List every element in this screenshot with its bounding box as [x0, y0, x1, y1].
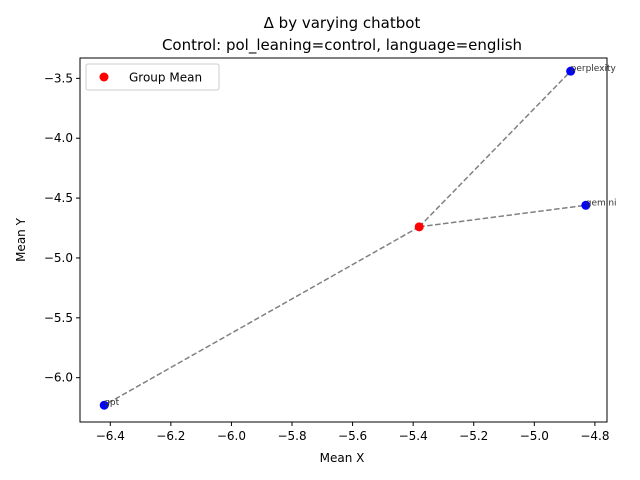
y-tick-label: −4.0 — [44, 131, 73, 145]
legend: Group Mean — [85, 63, 220, 91]
y-tick-label: −5.5 — [44, 311, 73, 325]
y-tick-label: −3.5 — [44, 71, 73, 85]
point-group-mean — [414, 222, 424, 232]
point-label-perplexity: perplexity — [571, 64, 617, 74]
x-tick-label: −5.4 — [399, 429, 428, 443]
point-gemini — [581, 200, 591, 210]
chart-title: Δ by varying chatbot — [264, 14, 421, 32]
x-tick-label: −5.8 — [277, 429, 306, 443]
legend-box — [85, 63, 220, 91]
x-tick-label: −6.2 — [156, 429, 185, 443]
x-axis-label: Mean X — [320, 451, 365, 465]
connector-lines — [103, 70, 586, 406]
x-tick-label: −5.6 — [338, 429, 367, 443]
data-points — [99, 66, 591, 410]
y-axis-ticks: −6.0 −5.5 −5.0 −4.5 −4.0 −3.5 — [44, 71, 80, 385]
y-tick-label: −5.0 — [44, 251, 73, 265]
connector-perplexity — [418, 70, 572, 228]
point-labels: perplexity gemini gpt — [104, 64, 616, 408]
point-label-gemini: gemini — [586, 198, 617, 208]
x-tick-label: −6.4 — [96, 429, 125, 443]
y-axis-label: Mean Y — [14, 217, 28, 262]
point-label-gpt: gpt — [104, 398, 119, 408]
legend-marker — [99, 72, 109, 82]
x-tick-label: −6.0 — [217, 429, 246, 443]
x-tick-label: −5.2 — [459, 429, 488, 443]
point-perplexity — [566, 66, 576, 76]
x-axis-ticks: −6.4 −6.2 −6.0 −5.8 −5.6 −5.4 −5.2 −5.0 −4.8 — [96, 422, 609, 443]
point-gpt — [99, 400, 109, 410]
chart-subtitle: Control: pol_leaning=control, language=e… — [162, 36, 522, 55]
y-tick-label: −4.5 — [44, 191, 73, 205]
x-tick-label: −5.0 — [520, 429, 549, 443]
x-tick-label: −4.8 — [580, 429, 609, 443]
connector-gemini — [419, 204, 586, 228]
y-tick-label: −6.0 — [44, 371, 73, 385]
plot-frame — [79, 57, 608, 423]
connector-gpt — [103, 226, 420, 406]
legend-entry-group-mean: Group Mean — [129, 71, 202, 85]
